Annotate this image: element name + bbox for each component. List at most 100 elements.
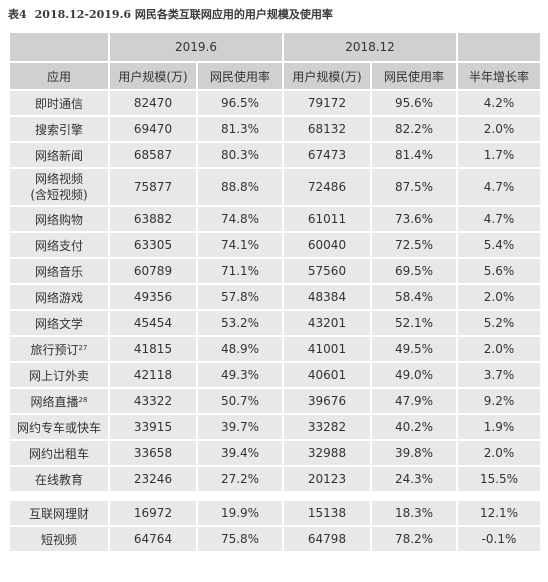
growth-cell: 2.0% bbox=[456, 283, 542, 311]
table-number: 表4 bbox=[8, 8, 27, 21]
table-row: 网络游戏 49356 57.8% 48384 58.4% 2.0% bbox=[8, 283, 542, 311]
users-2019-cell: 41815 bbox=[108, 335, 198, 363]
users-2018-cell: 32988 bbox=[282, 439, 372, 467]
table-row: 旅行预订27 41815 48.9% 41001 49.5% 2.0% bbox=[8, 335, 542, 363]
app-name-cell: 在线教育 bbox=[8, 465, 110, 493]
users-2018-cell: 79172 bbox=[282, 89, 372, 117]
app-name-cell: 搜索引擎 bbox=[8, 115, 110, 143]
data-table-wrapper: 2019.6 2018.12 应用 用户规模(万) 网民使用率 用户规模(万) … bbox=[8, 31, 542, 553]
users-2018-cell: 15138 bbox=[282, 499, 372, 527]
users-2019-cell: 63305 bbox=[108, 231, 198, 259]
rate-2019-cell: 71.1% bbox=[196, 257, 284, 285]
period-header-row: 2019.6 2018.12 bbox=[8, 31, 542, 63]
section-separator bbox=[8, 491, 542, 501]
growth-cell: 5.6% bbox=[456, 257, 542, 285]
app-name: 网络新闻 bbox=[34, 148, 83, 163]
table-row: 网上订外卖 42118 49.3% 40601 49.0% 3.7% bbox=[8, 361, 542, 389]
users-2018-cell: 40601 bbox=[282, 361, 372, 389]
footnote-marker: 28 bbox=[78, 395, 88, 404]
growth-cell: 12.1% bbox=[456, 499, 542, 527]
users-2019-cell: 63882 bbox=[108, 205, 198, 233]
empty-corner-cell bbox=[8, 31, 110, 63]
separator-cell bbox=[370, 491, 458, 501]
app-name: 网络购物 bbox=[34, 212, 83, 227]
growth-cell: 4.7% bbox=[456, 167, 542, 207]
users-2018-cell: 64798 bbox=[282, 525, 372, 553]
users-2019-cell: 60789 bbox=[108, 257, 198, 285]
app-name: 短视频 bbox=[40, 532, 77, 547]
table-row: 互联网理财 16972 19.9% 15138 18.3% 12.1% bbox=[8, 499, 542, 527]
app-name: 互联网理财 bbox=[28, 506, 89, 521]
rate-2019-cell: 50.7% bbox=[196, 387, 284, 415]
app-name-cell: 网络购物 bbox=[8, 205, 110, 233]
rate-2018-cell: 81.4% bbox=[370, 141, 458, 169]
app-name-cell: 网络视频 (含短视频) bbox=[8, 167, 110, 207]
users-2018-cell: 20123 bbox=[282, 465, 372, 493]
users-2019-cell: 43322 bbox=[108, 387, 198, 415]
table-row: 网络直播28 43322 50.7% 39676 47.9% 9.2% bbox=[8, 387, 542, 415]
column-header-row: 应用 用户规模(万) 网民使用率 用户规模(万) 网民使用率 半年增长率 bbox=[8, 61, 542, 91]
users-2019-cell: 45454 bbox=[108, 309, 198, 337]
users-2019-cell: 64764 bbox=[108, 525, 198, 553]
rate-2019-cell: 74.1% bbox=[196, 231, 284, 259]
rate-2019-cell: 53.2% bbox=[196, 309, 284, 337]
table-row: 网络文学 45454 53.2% 43201 52.1% 5.2% bbox=[8, 309, 542, 337]
growth-cell: 2.0% bbox=[456, 335, 542, 363]
users-2019-cell: 16972 bbox=[108, 499, 198, 527]
col-header-users-2018: 用户规模(万) bbox=[282, 61, 372, 91]
data-table: 2019.6 2018.12 应用 用户规模(万) 网民使用率 用户规模(万) … bbox=[8, 31, 542, 553]
users-2019-cell: 33915 bbox=[108, 413, 198, 441]
users-2019-cell: 68587 bbox=[108, 141, 198, 169]
users-2019-cell: 42118 bbox=[108, 361, 198, 389]
users-2018-cell: 33282 bbox=[282, 413, 372, 441]
app-name-note: (含短视频) bbox=[30, 188, 88, 202]
rate-2018-cell: 52.1% bbox=[370, 309, 458, 337]
rate-2018-cell: 24.3% bbox=[370, 465, 458, 493]
separator-cell bbox=[282, 491, 372, 501]
users-2019-cell: 75877 bbox=[108, 167, 198, 207]
growth-cell: 4.7% bbox=[456, 205, 542, 233]
growth-cell: 1.9% bbox=[456, 413, 542, 441]
users-2019-cell: 23246 bbox=[108, 465, 198, 493]
users-2019-cell: 33658 bbox=[108, 439, 198, 467]
table-body-extra: 互联网理财 16972 19.9% 15138 18.3% 12.1% 短视频 64764 75… bbox=[8, 491, 542, 553]
app-name-cell: 网络直播28 bbox=[8, 387, 110, 415]
growth-cell: 1.7% bbox=[456, 141, 542, 169]
growth-cell: 5.4% bbox=[456, 231, 542, 259]
rate-2019-cell: 27.2% bbox=[196, 465, 284, 493]
rate-2018-cell: 69.5% bbox=[370, 257, 458, 285]
rate-2018-cell: 73.6% bbox=[370, 205, 458, 233]
users-2018-cell: 68132 bbox=[282, 115, 372, 143]
users-2019-cell: 69470 bbox=[108, 115, 198, 143]
app-name-cell: 短视频 bbox=[8, 525, 110, 553]
users-2018-cell: 43201 bbox=[282, 309, 372, 337]
growth-cell: 3.7% bbox=[456, 361, 542, 389]
table-row: 网约出租车 33658 39.4% 32988 39.8% 2.0% bbox=[8, 439, 542, 467]
separator-cell bbox=[196, 491, 284, 501]
growth-cell: 5.2% bbox=[456, 309, 542, 337]
app-name-cell: 即时通信 bbox=[8, 89, 110, 117]
table-row: 网络新闻 68587 80.3% 67473 81.4% 1.7% bbox=[8, 141, 542, 169]
users-2018-cell: 67473 bbox=[282, 141, 372, 169]
app-name-cell: 网络支付 bbox=[8, 231, 110, 259]
users-2019-cell: 82470 bbox=[108, 89, 198, 117]
rate-2018-cell: 47.9% bbox=[370, 387, 458, 415]
rate-2019-cell: 74.8% bbox=[196, 205, 284, 233]
table-row: 网络购物 63882 74.8% 61011 73.6% 4.7% bbox=[8, 205, 542, 233]
rate-2018-cell: 78.2% bbox=[370, 525, 458, 553]
app-name: 即时通信 bbox=[34, 96, 83, 111]
app-name: 网络文学 bbox=[34, 316, 83, 331]
app-name: 网络视频 bbox=[34, 172, 83, 186]
app-name-cell: 网络游戏 bbox=[8, 283, 110, 311]
app-name-cell: 网络文学 bbox=[8, 309, 110, 337]
rate-2018-cell: 87.5% bbox=[370, 167, 458, 207]
app-name: 网络游戏 bbox=[34, 290, 83, 305]
empty-growth-top-cell bbox=[456, 31, 542, 63]
app-name-cell: 互联网理财 bbox=[8, 499, 110, 527]
table-row: 网络视频 (含短视频) 75877 88.8% 72486 87.5% 4.7% bbox=[8, 167, 542, 207]
table-row: 网络支付 63305 74.1% 60040 72.5% 5.4% bbox=[8, 231, 542, 259]
table-title: 2018.12-2019.6 网民各类互联网应用的用户规模及使用率 bbox=[34, 8, 333, 21]
rate-2019-cell: 88.8% bbox=[196, 167, 284, 207]
separator-cell bbox=[108, 491, 198, 501]
rate-2018-cell: 49.0% bbox=[370, 361, 458, 389]
